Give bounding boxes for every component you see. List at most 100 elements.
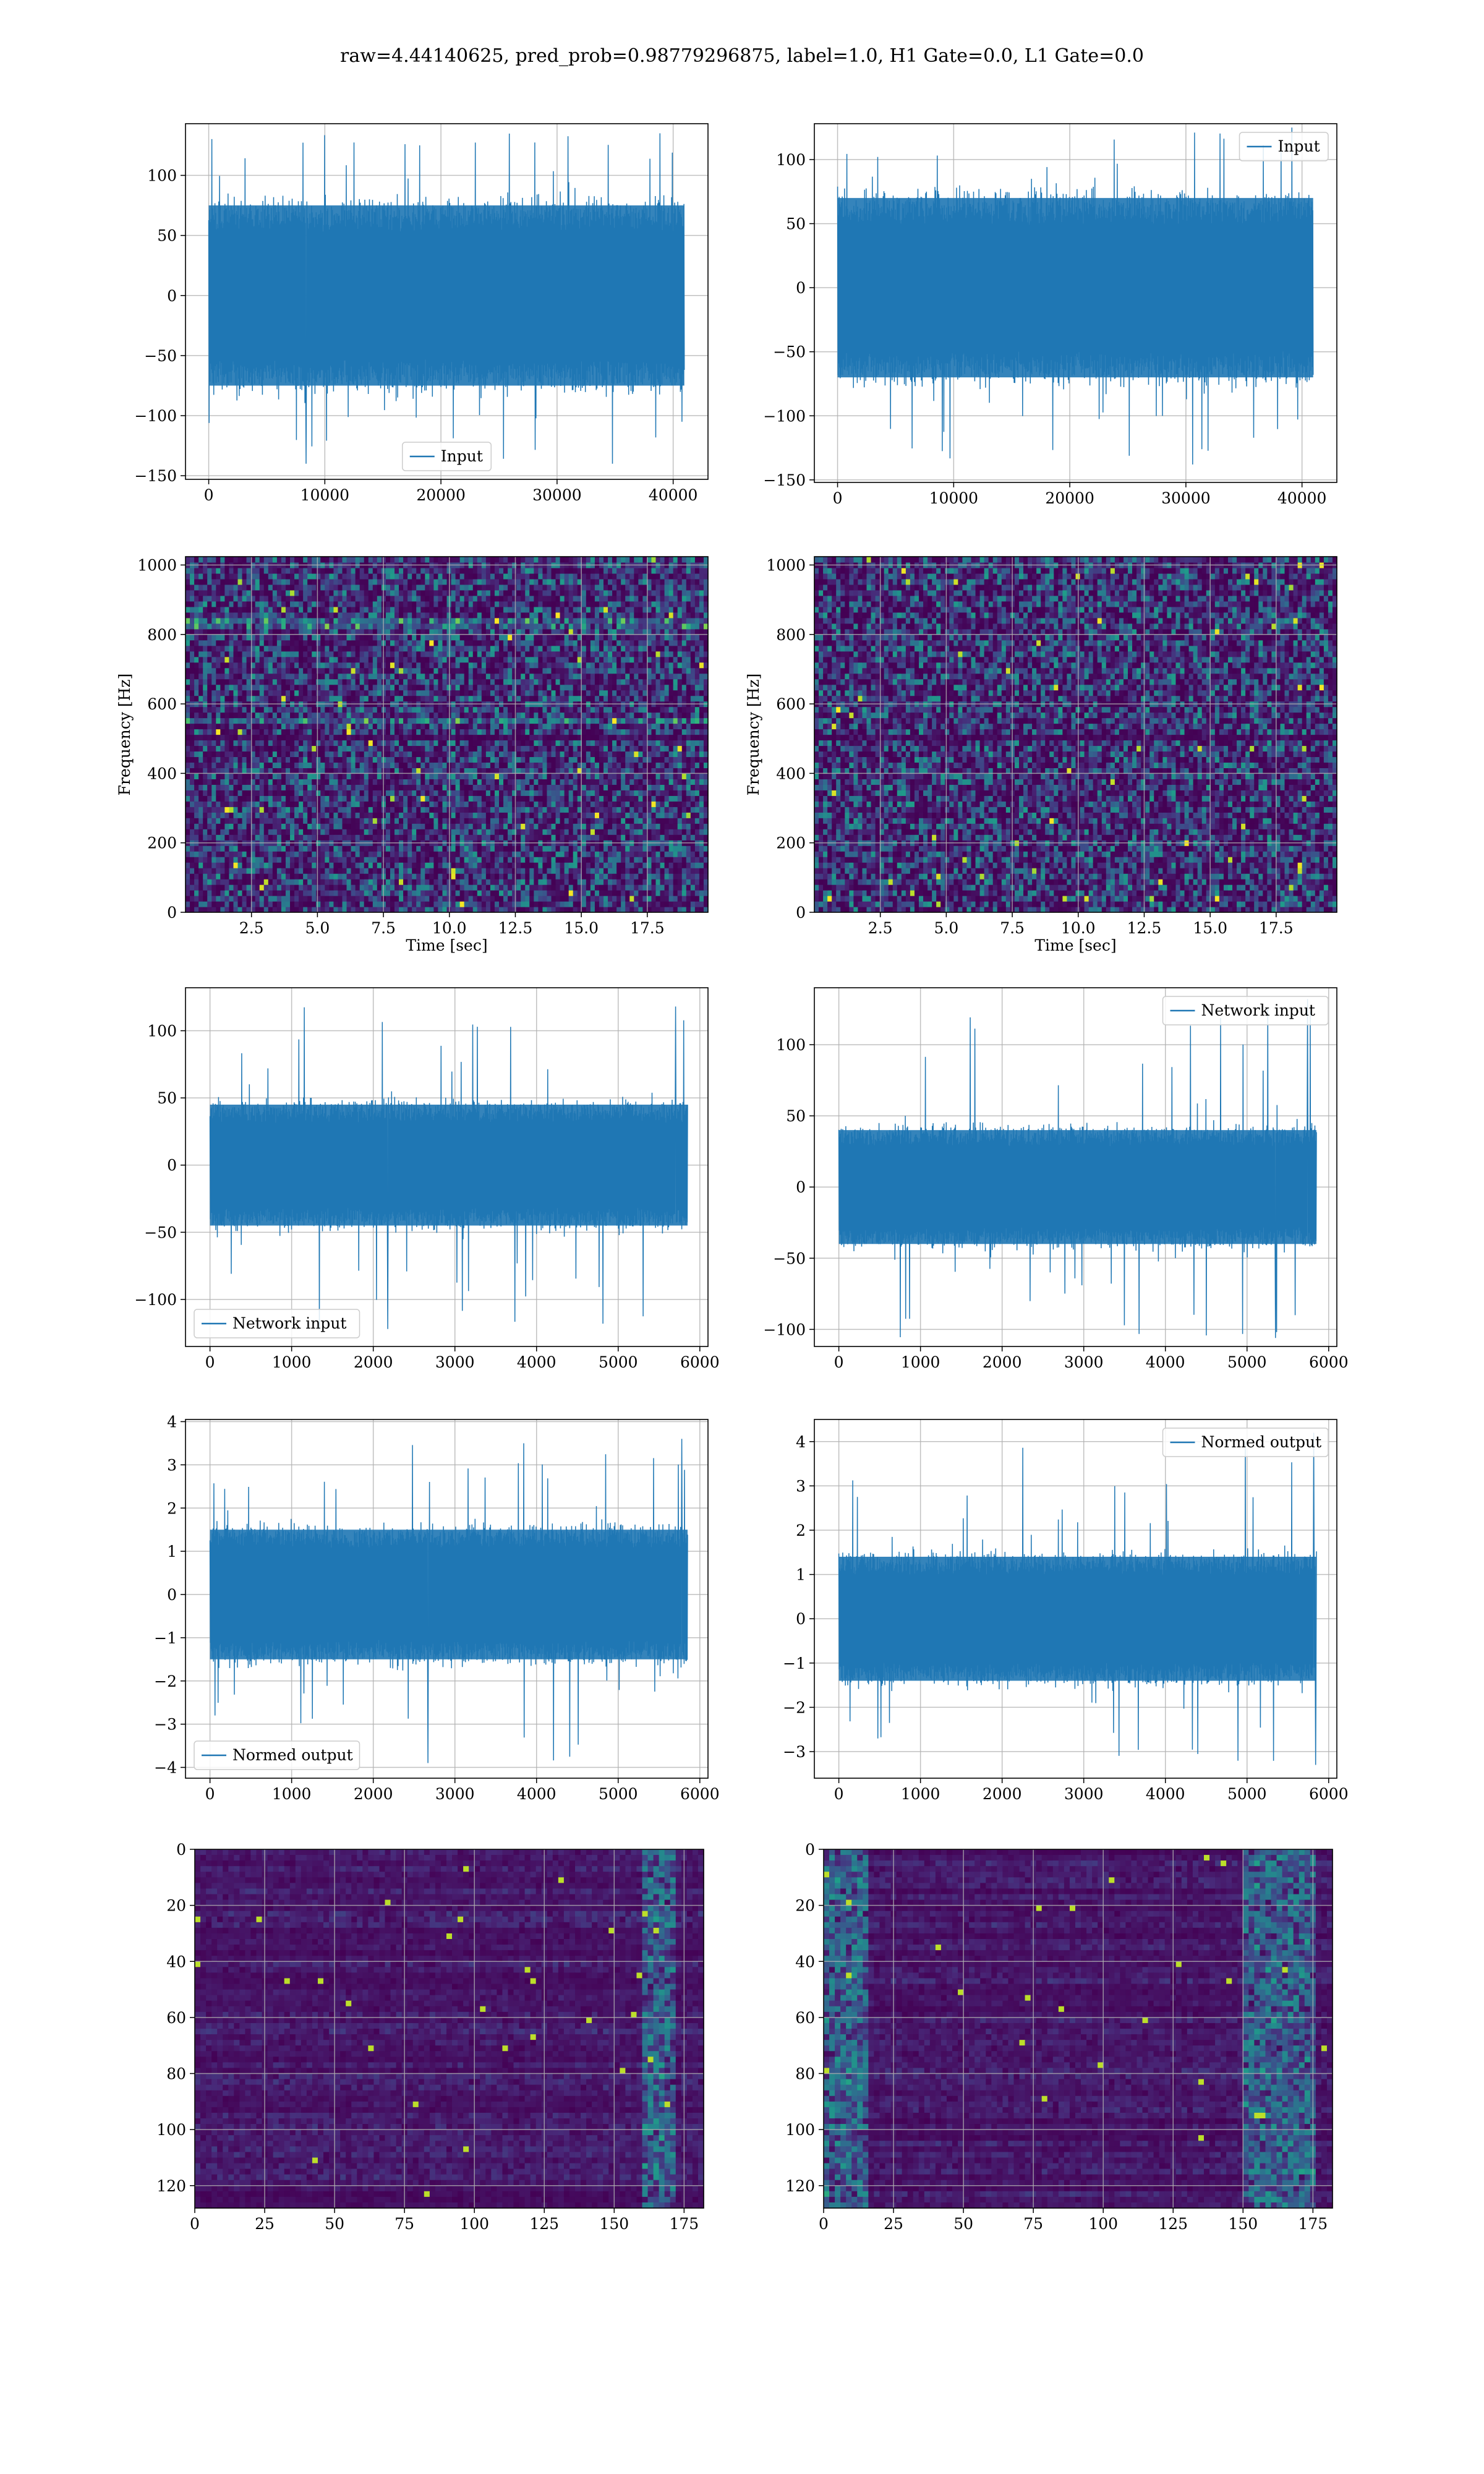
heatmap-cell <box>211 901 216 907</box>
heatmap-cell <box>594 762 600 768</box>
heatmap-cell <box>281 790 286 796</box>
heatmap-cell <box>385 884 391 891</box>
heatmap-cell <box>299 823 304 829</box>
heatmap-cell <box>629 751 634 758</box>
heatmap-cell <box>242 745 247 752</box>
heatmap-cell <box>634 779 639 785</box>
heatmap-cell <box>412 834 417 841</box>
heatmap-cell <box>259 795 265 802</box>
heatmap-cell <box>547 829 552 835</box>
heatmap-cell <box>312 768 317 774</box>
heatmap-cell <box>233 873 239 880</box>
heatmap-cell <box>547 762 552 768</box>
heatmap-cell <box>246 712 252 719</box>
heatmap-cell <box>494 879 500 885</box>
heatmap-cell <box>351 896 356 902</box>
heatmap-cell <box>508 717 513 724</box>
heatmap-cell <box>468 868 474 874</box>
heatmap-cell <box>703 845 709 852</box>
heatmap-cell <box>694 729 700 735</box>
heatmap-cell <box>342 695 348 702</box>
heatmap-cell <box>599 801 604 807</box>
heatmap-cell <box>690 690 696 696</box>
heatmap-cell <box>216 901 221 907</box>
heatmap-cell <box>438 851 443 857</box>
heatmap-cell <box>594 751 600 758</box>
heatmap-cell <box>377 890 382 896</box>
heatmap-cell <box>468 712 474 719</box>
heatmap-cell <box>342 868 348 874</box>
heatmap-cell <box>455 862 461 868</box>
heatmap-cell <box>694 695 700 702</box>
heatmap-cell <box>577 723 582 730</box>
heatmap-cell <box>229 690 234 696</box>
heatmap-cell <box>690 845 696 852</box>
heatmap-cell <box>651 745 657 752</box>
heatmap-cell <box>399 823 404 829</box>
heatmap-cell <box>272 712 278 719</box>
heatmap-cell <box>490 829 495 835</box>
heatmap-cell <box>568 873 574 880</box>
heatmap-cell <box>468 807 474 813</box>
heatmap-cell <box>568 845 574 852</box>
heatmap-cell <box>329 790 335 796</box>
heatmap-cell <box>255 784 260 790</box>
heatmap-cell <box>303 684 308 691</box>
heatmap-cell <box>198 768 203 774</box>
heatmap-cell <box>224 812 230 818</box>
heatmap-cell <box>346 884 352 891</box>
heatmap-cell <box>581 745 587 752</box>
heatmap-cell <box>477 773 482 779</box>
heatmap-cell <box>451 779 456 785</box>
heatmap-cell <box>272 907 278 913</box>
heatmap-cell <box>564 773 569 779</box>
heatmap-cell <box>259 801 265 807</box>
heatmap-cell <box>294 896 299 902</box>
heatmap-cell <box>268 690 273 696</box>
heatmap-cell <box>621 896 626 902</box>
heatmap-cell <box>198 868 203 874</box>
heatmap-cell <box>690 695 696 702</box>
heatmap-cell <box>694 784 700 790</box>
heatmap-cell <box>547 723 552 730</box>
heatmap-cell <box>616 756 621 763</box>
heatmap-cell <box>268 762 273 768</box>
heatmap-cell <box>551 857 556 863</box>
heatmap-cell <box>529 745 534 752</box>
heatmap-cell <box>211 768 216 774</box>
heatmap-cell <box>568 818 574 824</box>
heatmap-cell <box>429 845 434 852</box>
heatmap-cell <box>577 896 582 902</box>
heatmap-cell <box>547 729 552 735</box>
heatmap-cell <box>329 684 335 691</box>
heatmap-cell <box>681 690 687 696</box>
heatmap-cell <box>338 729 343 735</box>
heatmap-cell <box>621 873 626 880</box>
heatmap-cell <box>259 834 265 841</box>
heatmap-cell <box>198 901 203 907</box>
heatmap-cell <box>198 723 203 730</box>
heatmap-cell <box>555 907 561 913</box>
heatmap-cell <box>599 857 604 863</box>
heatmap-cell <box>673 706 678 713</box>
heatmap-cell <box>229 851 234 857</box>
heatmap-cell <box>412 818 417 824</box>
heatmap-cell <box>233 723 239 730</box>
heatmap-cell <box>220 845 225 852</box>
heatmap-cell <box>399 901 404 907</box>
heatmap-cell <box>594 684 600 691</box>
heatmap-cell <box>385 756 391 763</box>
heatmap-cell <box>542 723 548 730</box>
heatmap-cell <box>551 751 556 758</box>
heatmap-cell <box>560 756 565 763</box>
heatmap-cell <box>621 784 626 790</box>
heatmap-cell <box>242 723 247 730</box>
heatmap-cell <box>581 717 587 724</box>
heatmap-cell <box>494 901 500 907</box>
heatmap-cell <box>534 690 539 696</box>
heatmap-cell <box>285 857 291 863</box>
heatmap-cell <box>651 784 657 790</box>
heatmap-cell <box>364 762 369 768</box>
heatmap-cell <box>594 706 600 713</box>
heatmap-cell <box>312 884 317 891</box>
